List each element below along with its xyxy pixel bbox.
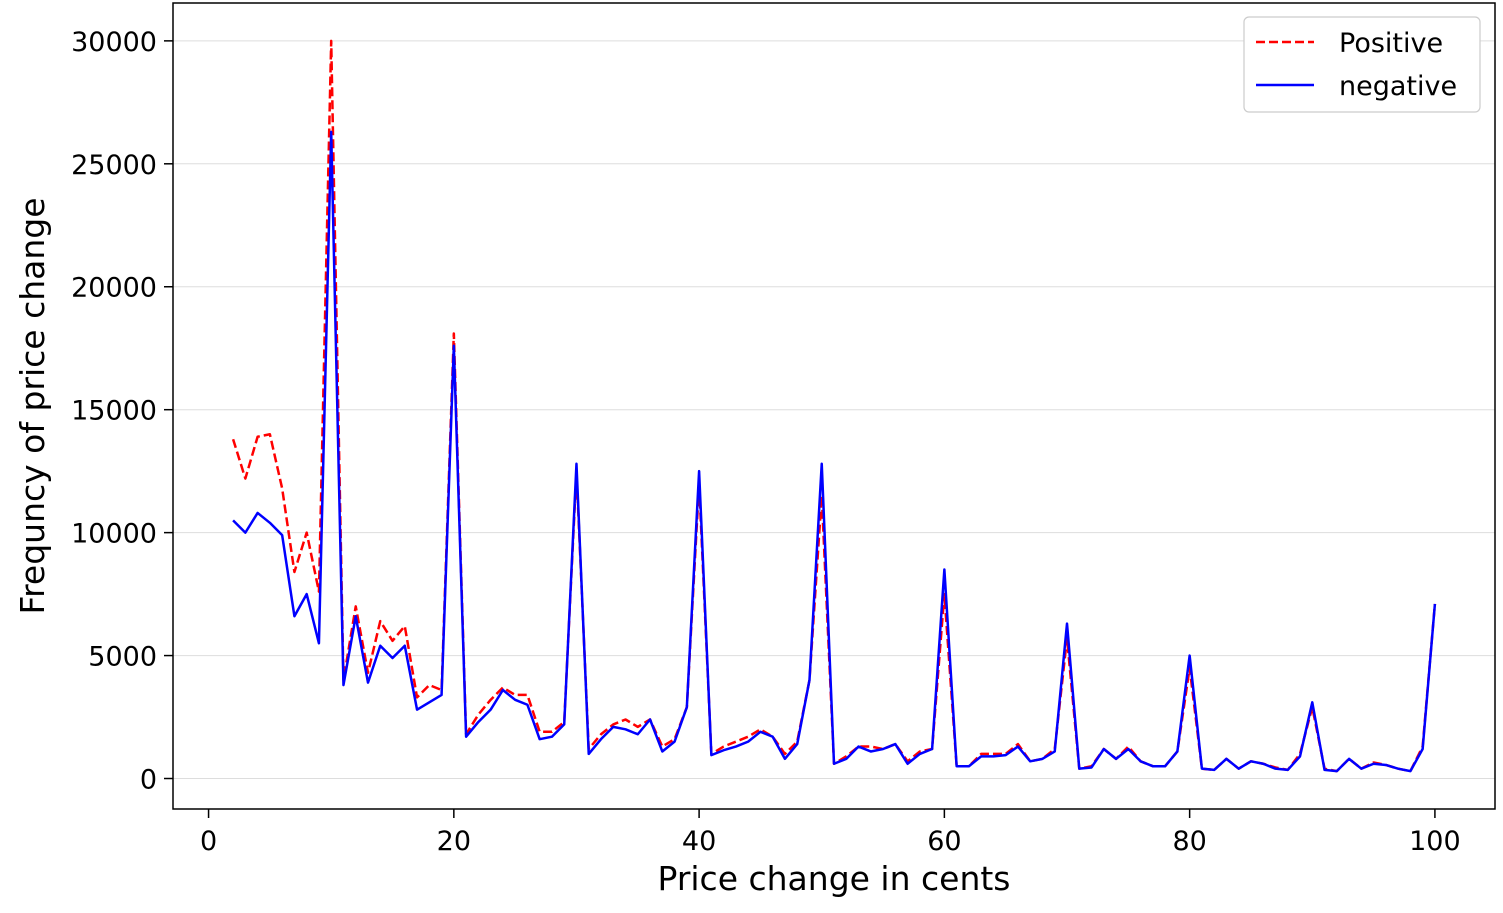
y-tick-label: 5000 bbox=[88, 642, 157, 673]
x-tick-label: 40 bbox=[682, 826, 716, 857]
legend-label: Positive bbox=[1339, 28, 1443, 59]
plot-frame bbox=[172, 2, 1496, 810]
x-tick-label: 60 bbox=[927, 826, 961, 857]
y-tick-label: 25000 bbox=[71, 150, 157, 181]
x-axis-label: Price change in cents bbox=[658, 859, 1011, 898]
y-tick-label: 0 bbox=[140, 765, 157, 796]
y-tick-label: 20000 bbox=[71, 273, 157, 304]
x-tick-label: 0 bbox=[200, 826, 217, 857]
x-tick-label: 20 bbox=[437, 826, 471, 857]
x-tick-label: 80 bbox=[1172, 826, 1206, 857]
data-line bbox=[232, 130, 1437, 773]
x-tick-label: 100 bbox=[1409, 826, 1461, 857]
y-tick-label: 15000 bbox=[71, 396, 157, 427]
y-axis-label: Frequncy of price change bbox=[13, 197, 52, 614]
legend-label: negative bbox=[1339, 71, 1457, 102]
data-line bbox=[231, 39, 1437, 773]
y-tick-label: 30000 bbox=[71, 27, 157, 58]
y-tick-label: 10000 bbox=[71, 519, 157, 550]
legend: Positive negative bbox=[1243, 16, 1481, 113]
